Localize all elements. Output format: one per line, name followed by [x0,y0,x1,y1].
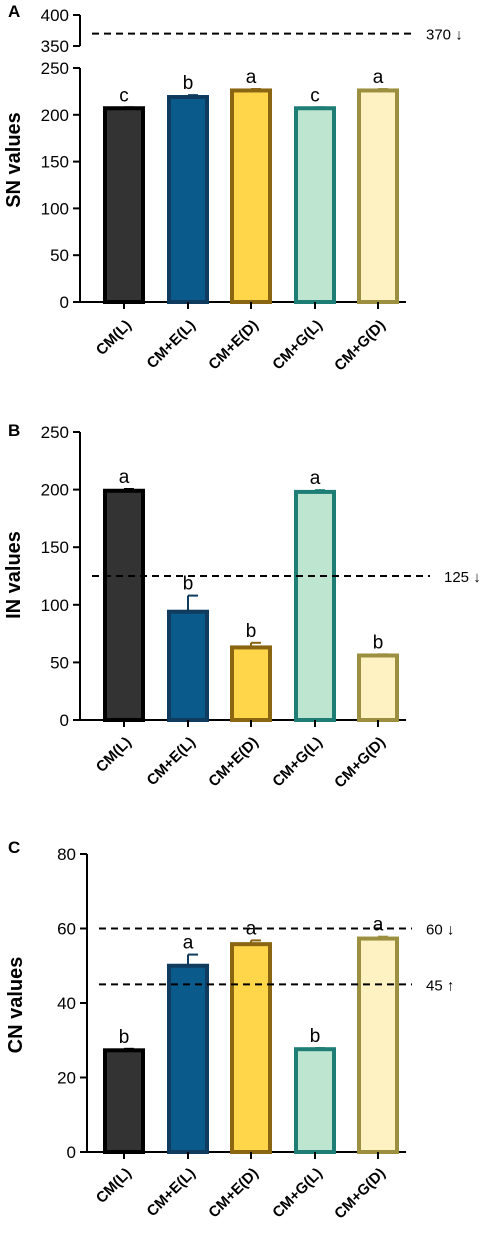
y-tick-label: 200 [41,106,69,125]
bar [167,609,209,722]
reference-line-label: 125 ↓ [444,569,481,586]
bar [294,1047,336,1154]
x-category-label: CM+G(D) [331,1165,389,1223]
reference-line-label: 370 ↓ [426,27,463,44]
significance-letter: b [246,621,257,642]
x-category-label: CM(L) [93,317,135,359]
significance-letter: a [310,468,321,489]
x-category-label: CM+G(D) [331,317,389,375]
significance-letter: a [373,67,384,88]
x-category-label: CM(L) [93,734,135,776]
y-tick-label: 400 [41,6,69,25]
bar [230,645,272,723]
y-tick-label: 100 [41,199,69,218]
x-category-label: CM(L) [93,1165,135,1207]
bar [103,1048,145,1154]
y-tick-label: 0 [60,293,69,312]
panel-letter: A [8,2,20,21]
x-category-label: CM+E(D) [205,734,262,791]
y-tick-label: 150 [41,538,69,557]
reference-line-label: 45 ↑ [426,977,454,994]
x-category-label: CM+E(L) [143,317,198,372]
significance-letter: b [183,73,194,94]
bar [357,936,399,1154]
y-tick-label: 0 [67,1143,76,1162]
bar [294,106,336,304]
y-tick-label: 150 [41,153,69,172]
y-tick-label: 50 [50,246,69,265]
bar [357,653,399,722]
significance-letter: a [183,933,194,954]
bar [103,106,145,304]
significance-letter: a [373,915,384,936]
y-tick-label: 100 [41,596,69,615]
y-tick-label: 80 [57,845,76,864]
x-category-label: CM+G(L) [269,734,326,791]
x-category-label: CM+E(L) [143,734,198,789]
y-axis-label: IN values [3,531,25,619]
significance-letter: a [246,918,257,939]
x-category-label: CM+G(L) [269,1165,326,1222]
y-tick-label: 200 [41,481,69,500]
significance-letter: a [246,67,257,88]
bar [230,88,272,304]
bar [167,95,209,304]
y-tick-label: 50 [50,653,69,672]
significance-letter: c [119,85,129,106]
y-tick-label: 40 [57,994,76,1013]
y-tick-label: 350 [41,37,69,56]
bar [294,489,336,722]
significance-letter: b [310,1026,321,1047]
significance-letter: c [310,85,320,106]
y-tick-label: 0 [60,711,69,730]
y-tick-label: 60 [57,920,76,939]
x-category-label: CM+G(L) [269,317,326,374]
significance-letter: b [119,1027,130,1048]
y-axis-label: SN values [3,112,25,208]
bar [357,88,399,304]
x-category-label: CM+G(D) [331,734,389,792]
significance-letter: b [183,574,194,595]
y-tick-label: 20 [57,1069,76,1088]
significance-letter: b [373,632,384,653]
bar [167,963,209,1154]
y-axis-label: CN values [5,957,27,1054]
y-tick-label: 250 [41,423,69,442]
bar [230,942,272,1155]
panel-letter: C [8,838,20,857]
x-category-label: CM+E(L) [143,1165,198,1220]
bar [103,488,145,723]
y-tick-label: 250 [41,59,69,78]
x-category-label: CM+E(D) [205,1165,262,1222]
significance-letter: a [119,467,130,488]
x-category-label: CM+E(D) [205,317,262,374]
panel-letter: B [8,421,20,440]
reference-line-label: 60 ↓ [426,922,454,939]
